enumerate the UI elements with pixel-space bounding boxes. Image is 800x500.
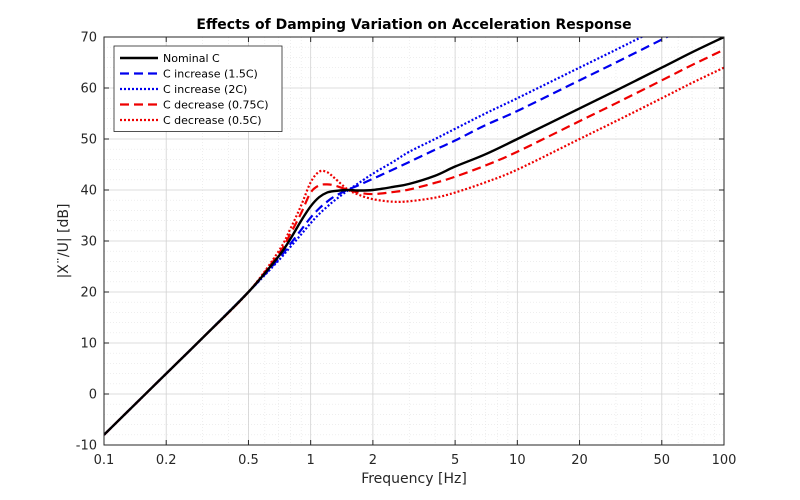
legend: Nominal C C increase (1.5C) C increase (2C… — [113, 45, 283, 132]
x-tick-label: 5 — [451, 453, 459, 468]
x-axis-title: Frequency [Hz] — [361, 471, 467, 487]
x-tick-label: 10 — [509, 453, 526, 468]
y-tick-label: -10 — [76, 439, 97, 454]
series-line-0 — [104, 37, 724, 436]
y-tick-labels: -10 0 10 20 30 40 50 60 70 — [76, 31, 97, 454]
x-tick-label: 20 — [571, 453, 588, 468]
y-tick-label: 50 — [80, 133, 97, 148]
y-tick-label: 40 — [80, 184, 97, 199]
x-tick-label: 0.1 — [94, 453, 115, 468]
y-tick-label: 20 — [80, 286, 97, 301]
series-layer — [104, 37, 724, 436]
legend-label-1: C increase (1.5C) — [163, 68, 258, 81]
x-tick-label: 50 — [654, 453, 671, 468]
y-tick-label: 30 — [80, 235, 97, 250]
legend-label-2: C increase (2C) — [163, 83, 247, 96]
x-tick-labels: 0.1 0.2 0.5 1 2 5 10 20 50 100 — [94, 453, 737, 468]
y-tick-label: 60 — [80, 82, 97, 97]
chart-title: Effects of Damping Variation on Accelera… — [196, 17, 631, 33]
legend-label-4: C decrease (0.5C) — [163, 114, 262, 127]
series-line-2 — [104, 37, 644, 436]
x-tick-label: 100 — [712, 453, 737, 468]
y-tick-label: 10 — [80, 337, 97, 352]
series-line-3 — [104, 48, 724, 436]
y-tick-label: 70 — [80, 31, 97, 46]
legend-label-3: C decrease (0.75C) — [163, 99, 269, 112]
axis-ticks — [103, 36, 725, 446]
y-axis-title: |X¨/U| [dB] — [56, 204, 72, 279]
legend-label-0: Nominal C — [163, 52, 220, 65]
series-line-4 — [104, 66, 724, 436]
x-tick-label: 0.5 — [238, 453, 259, 468]
x-tick-label: 2 — [369, 453, 377, 468]
x-tick-label: 1 — [307, 453, 315, 468]
y-tick-label: 0 — [89, 388, 97, 403]
x-tick-label: 0.2 — [156, 453, 177, 468]
